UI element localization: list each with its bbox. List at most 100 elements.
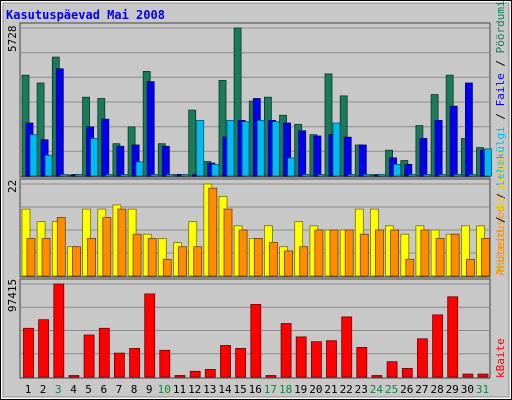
bar-lehekülgi-19 bbox=[302, 174, 311, 177]
bars bbox=[21, 27, 492, 378]
bar-kbaite-28 bbox=[432, 314, 444, 378]
legend-middle: Aruteid / Külastusi bbox=[494, 150, 507, 276]
bar-külastused-15 bbox=[238, 229, 248, 277]
bar-lehekülgi-7 bbox=[120, 174, 129, 177]
bar-kbaite-13 bbox=[204, 368, 216, 378]
bar-kbaite-4 bbox=[68, 375, 80, 378]
bar-külastused-21 bbox=[324, 73, 333, 177]
x-tick-label: 11 bbox=[173, 383, 186, 396]
bar-lehekülgi-30 bbox=[468, 174, 477, 177]
bar-külastused-28 bbox=[435, 237, 445, 277]
bar-kbaite-29 bbox=[447, 296, 459, 378]
bar-külastused-20 bbox=[314, 229, 324, 277]
chart-title: Kasutuspäevad Mai 2008 bbox=[6, 8, 165, 22]
bar-külastused-4 bbox=[72, 246, 81, 277]
bar-külastused-13 bbox=[208, 187, 218, 277]
bar-kbaite-24 bbox=[371, 375, 383, 378]
x-tick-label: 23 bbox=[355, 383, 368, 396]
bar-külastused-5 bbox=[87, 237, 96, 277]
x-tick-label: 15 bbox=[233, 383, 246, 396]
y-max-label-bottom: 97415 bbox=[6, 279, 19, 312]
x-tick-label: 10 bbox=[158, 383, 171, 396]
x-tick-label: 13 bbox=[203, 383, 216, 396]
x-tick-label: 14 bbox=[218, 383, 232, 396]
bar-külastused-11 bbox=[178, 246, 187, 277]
bar-lehekülgi-2 bbox=[44, 154, 53, 177]
x-tick-label: 19 bbox=[294, 383, 307, 396]
bar-lehekülgi-4 bbox=[75, 174, 83, 177]
bar-kbaite-3 bbox=[53, 283, 65, 378]
bar-külastused-10 bbox=[162, 258, 172, 277]
legend-entry: Lehekülgi bbox=[494, 126, 507, 186]
bar-kbaite-30 bbox=[462, 373, 474, 378]
bar-faile-26 bbox=[404, 163, 413, 177]
y-max-label-top: 5728 bbox=[6, 26, 19, 53]
legend-entry: Külastusi bbox=[494, 150, 507, 210]
bar-faile-10 bbox=[161, 145, 170, 177]
legend-entry: Faile bbox=[494, 73, 507, 106]
bar-lehekülgi-6 bbox=[105, 174, 114, 177]
bar-faile-9 bbox=[146, 81, 155, 177]
bar-faile-8 bbox=[131, 144, 140, 177]
bar-kbaite-7 bbox=[114, 352, 125, 378]
bar-lehekülgi-23 bbox=[362, 174, 371, 177]
bar-külastused-2 bbox=[36, 82, 45, 177]
bar-faile-22 bbox=[343, 136, 352, 177]
bar-külastused-14 bbox=[223, 208, 233, 277]
bar-lehekülgi-27 bbox=[423, 174, 432, 177]
bar-lehekülgi-29 bbox=[453, 174, 462, 177]
x-tick-label: 28 bbox=[430, 383, 443, 396]
bar-külastused-15 bbox=[233, 27, 242, 177]
x-tick-label: 16 bbox=[249, 383, 262, 396]
bar-lehekülgi-24 bbox=[377, 174, 386, 177]
bar-lehekülgi-10 bbox=[165, 174, 174, 177]
x-tick-label: 27 bbox=[415, 383, 428, 396]
bar-külastused-26 bbox=[405, 258, 415, 277]
x-tick-label: 6 bbox=[100, 383, 107, 396]
legend-separator: / bbox=[494, 186, 507, 206]
bar-faile-20 bbox=[313, 135, 322, 177]
bar-külastused-23 bbox=[359, 233, 369, 277]
bar-kbaite-6 bbox=[98, 327, 110, 378]
bar-kbaite-22 bbox=[341, 316, 353, 378]
bar-lehekülgi-18 bbox=[287, 157, 296, 177]
bar-külastused-18 bbox=[284, 250, 294, 277]
bar-kbaite-17 bbox=[265, 375, 277, 378]
bar-kbaite-18 bbox=[280, 323, 292, 378]
legend-bottom: kBaite bbox=[494, 338, 507, 378]
bar-lehekülgi-3 bbox=[59, 174, 68, 177]
bar-külastused-31 bbox=[481, 237, 490, 277]
bar-külastused-16 bbox=[253, 237, 263, 277]
bar-külastused-19 bbox=[299, 246, 309, 277]
bar-kbaite-25 bbox=[386, 361, 398, 378]
bar-kbaite-19 bbox=[295, 336, 307, 378]
bar-külastused-22 bbox=[344, 229, 354, 277]
bar-lehekülgi-9 bbox=[150, 174, 159, 177]
bar-saidid-30 bbox=[460, 225, 470, 277]
x-tick-label: 12 bbox=[188, 383, 201, 396]
bar-külastused-14 bbox=[218, 80, 227, 177]
legend-entry: Pöördumisi bbox=[494, 0, 507, 53]
bar-külastused-27 bbox=[420, 229, 430, 277]
bar-faile-6 bbox=[101, 118, 110, 177]
bar-külastused-2 bbox=[41, 237, 51, 277]
bar-külastused-24 bbox=[374, 229, 384, 277]
bar-faile-19 bbox=[298, 130, 307, 177]
bar-kbaite-8 bbox=[129, 347, 141, 378]
bar-külastused-30 bbox=[465, 258, 475, 277]
legend-top: Külastused / Lehekülgi / Faile / Pöördum… bbox=[494, 0, 507, 272]
bar-kbaite-14 bbox=[220, 345, 231, 378]
bar-lehekülgi-14 bbox=[226, 120, 235, 177]
bar-külastused-7 bbox=[117, 208, 127, 277]
bar-kbaite-2 bbox=[38, 319, 49, 378]
x-tick-label: 24 bbox=[370, 383, 384, 396]
bar-kbaite-15 bbox=[235, 347, 247, 378]
bar-faile-23 bbox=[358, 144, 367, 177]
bar-faile-30 bbox=[464, 82, 473, 177]
bar-lehekülgi-15 bbox=[241, 121, 250, 177]
bar-lehekülgi-8 bbox=[135, 161, 144, 177]
bar-külastused-21 bbox=[329, 229, 339, 277]
x-tick-label: 7 bbox=[116, 383, 123, 396]
